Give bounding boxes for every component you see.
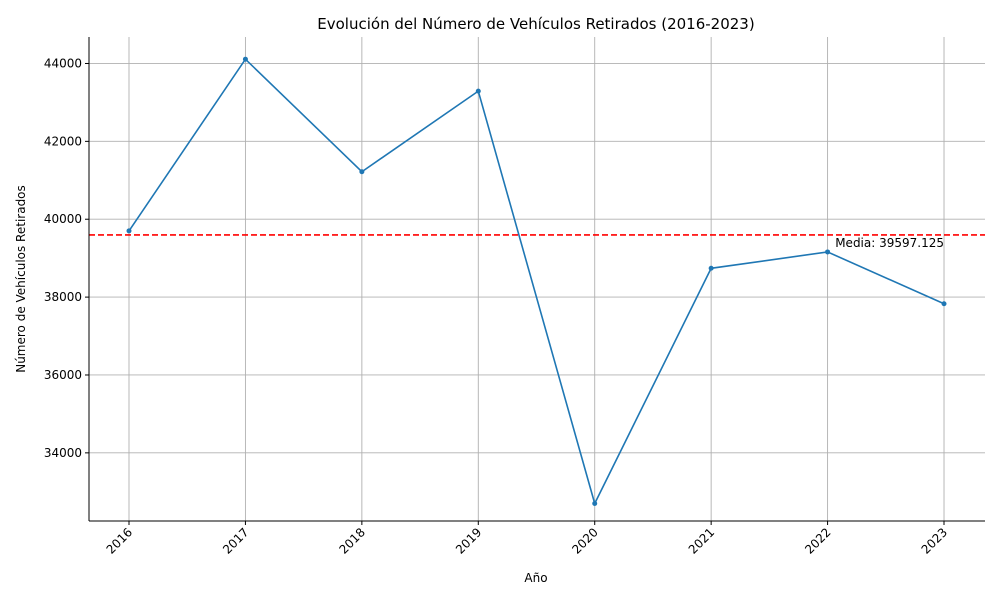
data-point bbox=[825, 249, 831, 255]
x-tick-label: 2017 bbox=[220, 525, 251, 556]
x-tick-label: 2016 bbox=[104, 525, 135, 556]
x-axis-label: Año bbox=[524, 571, 547, 585]
x-tick-label: 2020 bbox=[569, 525, 600, 556]
mean-annotation: Media: 39597.125 bbox=[835, 236, 944, 250]
series-line bbox=[128, 57, 945, 506]
data-point bbox=[941, 301, 947, 307]
y-tick-label: 44000 bbox=[44, 56, 82, 70]
data-point bbox=[592, 500, 598, 506]
y-axis-label: Número de Vehículos Retirados bbox=[14, 185, 28, 373]
y-tick-label: 36000 bbox=[44, 368, 82, 382]
y-tick-label: 42000 bbox=[44, 134, 82, 148]
x-tick-label: 2022 bbox=[802, 525, 833, 556]
data-point bbox=[126, 228, 132, 234]
x-gridlines bbox=[128, 37, 945, 521]
y-tick-label: 38000 bbox=[44, 290, 82, 304]
y-gridlines bbox=[89, 63, 985, 454]
data-point bbox=[475, 88, 481, 94]
data-point bbox=[359, 169, 365, 175]
x-axis-ticks: 2016 2017 2018 2019 2020 2021 2022 2023 bbox=[104, 521, 950, 557]
y-axis-ticks: 34000 36000 38000 40000 42000 44000 bbox=[44, 56, 89, 460]
y-tick-label: 34000 bbox=[44, 446, 82, 460]
x-tick-label: 2023 bbox=[919, 525, 950, 556]
series-group bbox=[126, 56, 947, 506]
x-tick-label: 2019 bbox=[453, 525, 484, 556]
x-tick-label: 2021 bbox=[686, 525, 717, 556]
mean-line-group: Media: 39597.125 bbox=[89, 234, 985, 250]
y-tick-label: 40000 bbox=[44, 212, 82, 226]
x-tick-label: 2018 bbox=[336, 525, 367, 556]
axes-spines bbox=[88, 37, 985, 522]
data-point bbox=[708, 265, 714, 271]
data-point bbox=[242, 56, 248, 62]
chart-title: Evolución del Número de Vehículos Retira… bbox=[317, 15, 754, 33]
